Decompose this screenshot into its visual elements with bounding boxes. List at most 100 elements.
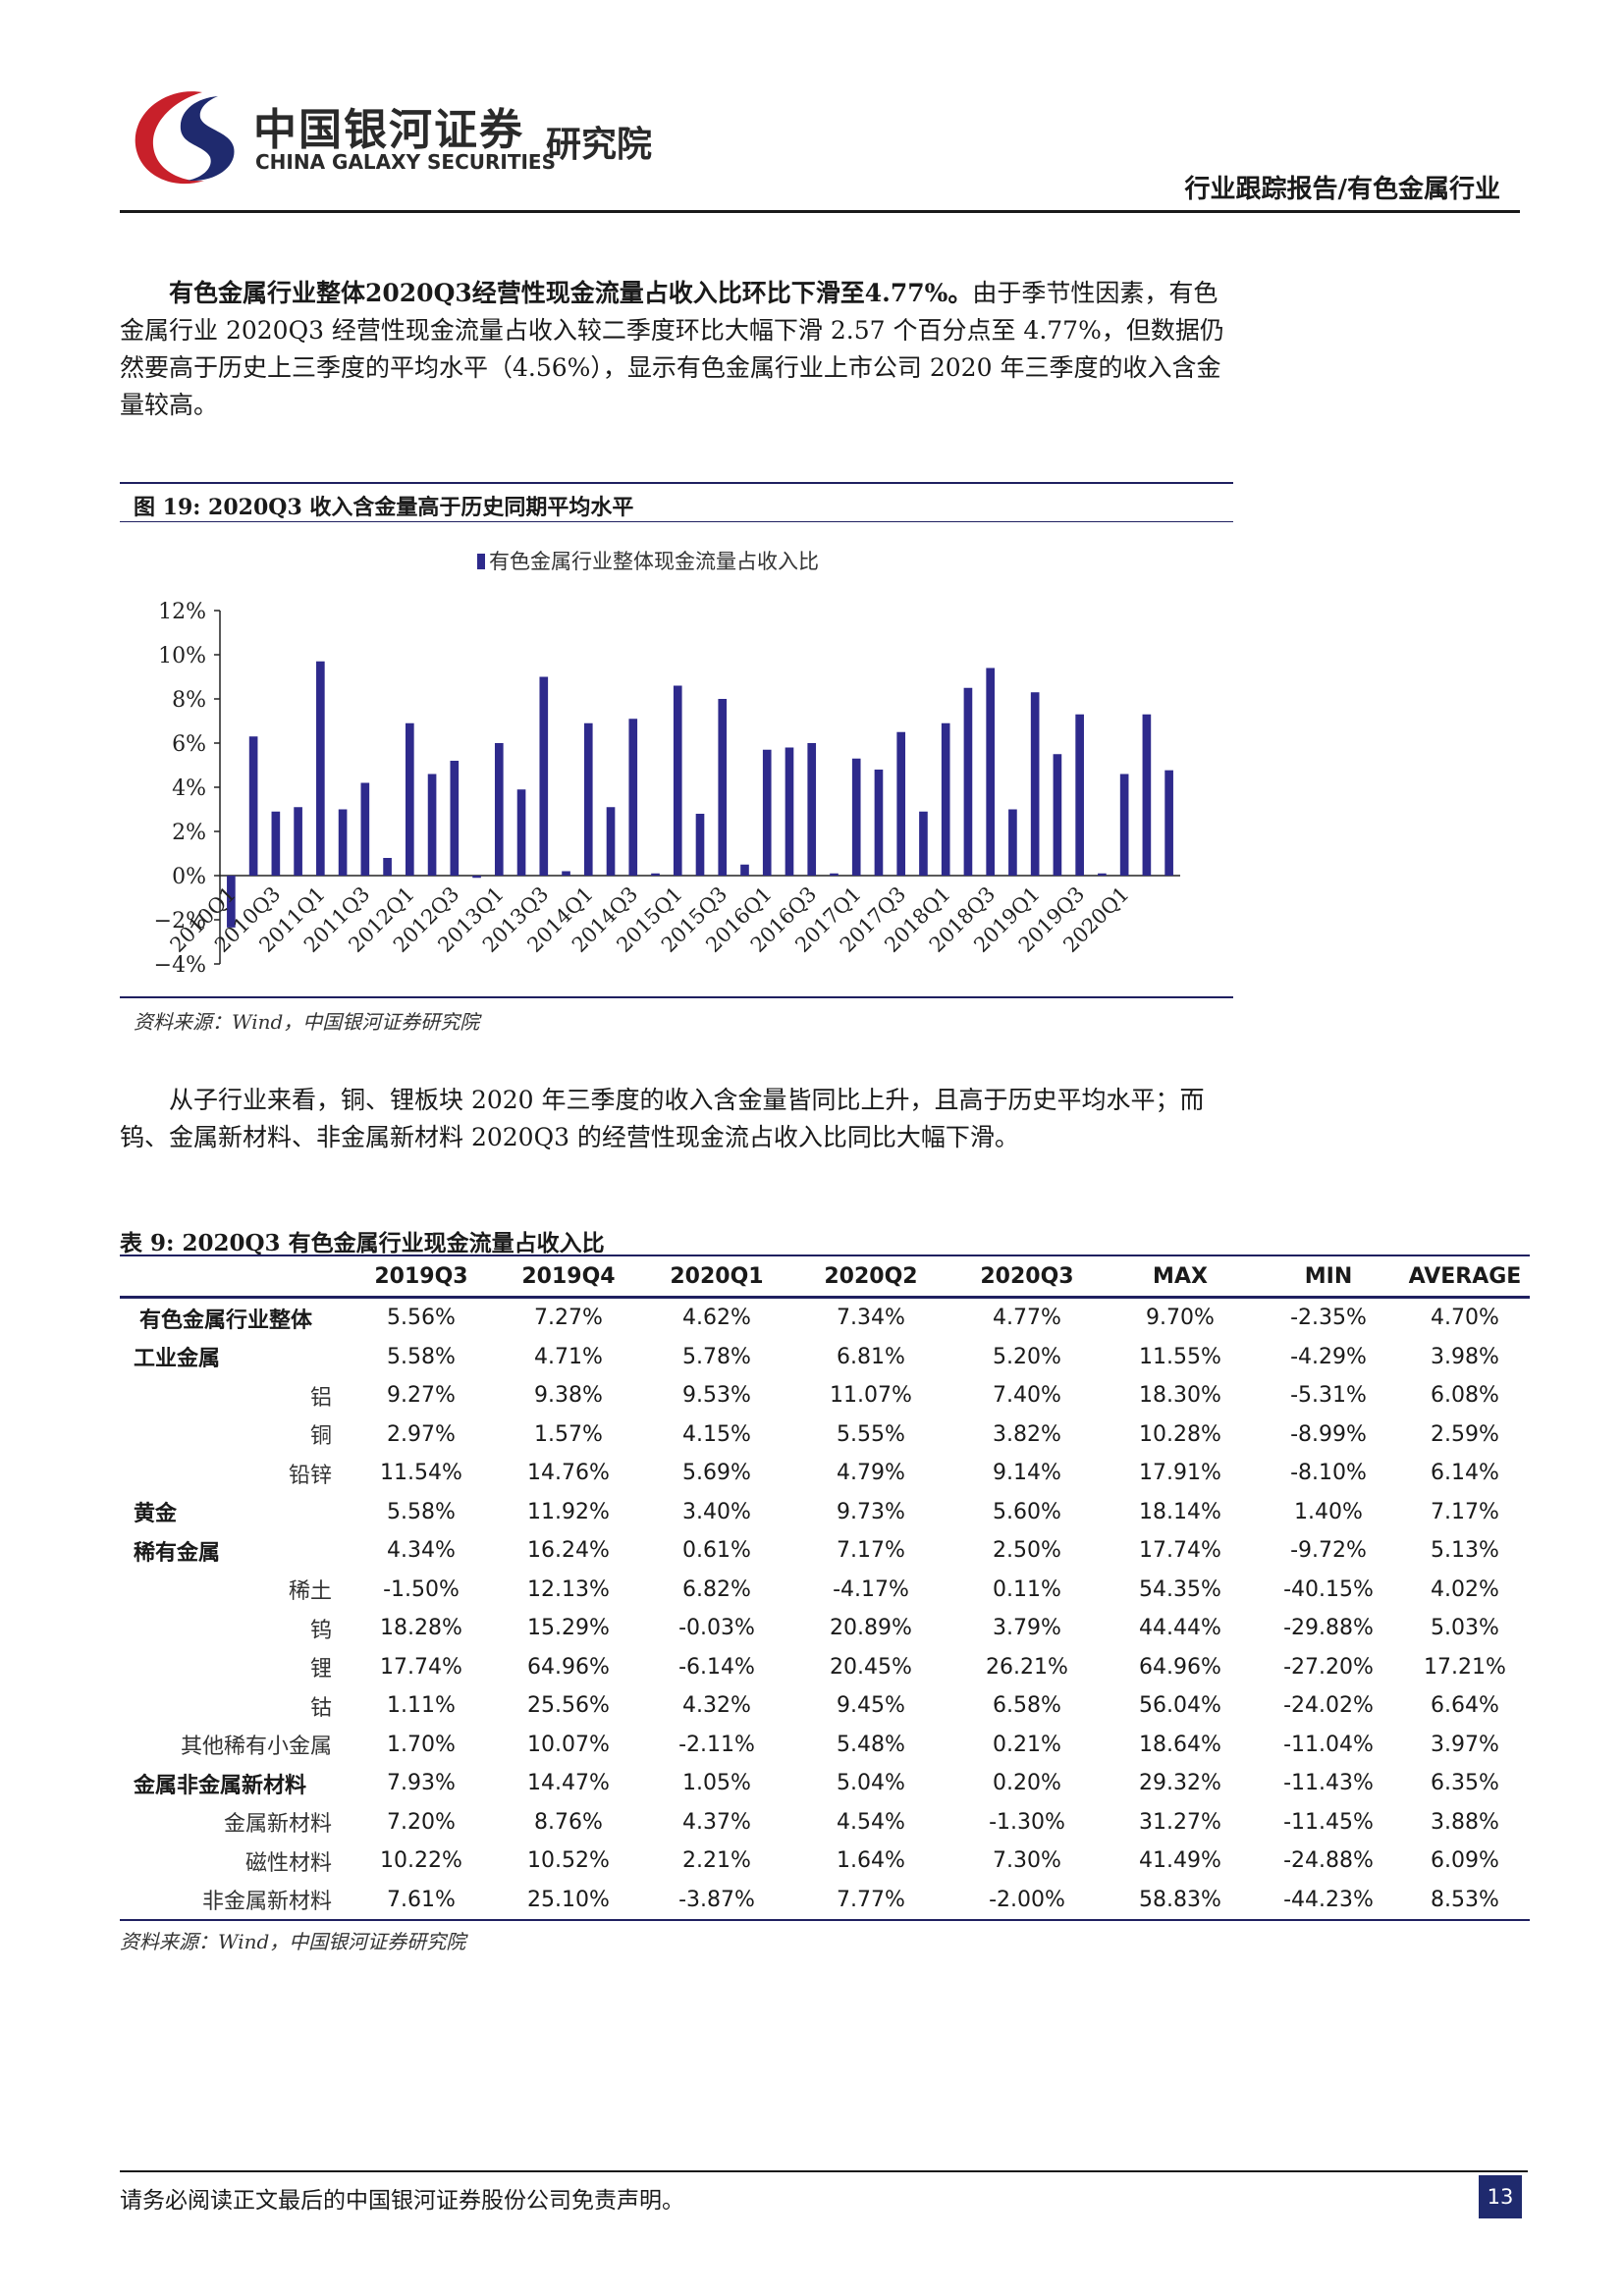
table-cell: 9.27%	[387, 1383, 456, 1409]
y-tick-label: −4%	[154, 953, 206, 978]
legend-label: 有色金属行业整体现金流量占收入比	[489, 550, 819, 573]
chart-bar	[427, 774, 437, 876]
chart-bar	[830, 873, 839, 876]
table-cell: 1.40%	[1294, 1499, 1363, 1524]
table-cell: 6.14%	[1431, 1461, 1499, 1486]
chart-bar	[941, 722, 950, 876]
table-row: 稀土 -1.50% 12.13% 6.82% -4.17% 0.11% 54.35% -40.…	[120, 1571, 1530, 1610]
chart-bar	[539, 676, 549, 876]
table-cell: 11.07%	[830, 1383, 912, 1409]
table-cell: 0.11%	[993, 1576, 1061, 1602]
chart-bar	[360, 782, 370, 876]
table-cell: 18.30%	[1139, 1383, 1221, 1409]
table-cell: 6.09%	[1431, 1848, 1499, 1874]
footer-divider	[120, 2170, 1528, 2172]
chart-bar	[1075, 714, 1084, 876]
table-cell: 2.21%	[682, 1848, 751, 1874]
table-cell: -5.31%	[1290, 1383, 1367, 1409]
table-cell: 1.64%	[837, 1848, 905, 1874]
table-cell: -2.11%	[678, 1732, 755, 1757]
page-number: 13	[1479, 2175, 1522, 2218]
table-cell: 3.98%	[1431, 1344, 1499, 1369]
table-row: 铅锌 11.54% 14.76% 5.69% 4.79% 9.14% 17.91% -8.10…	[120, 1454, 1530, 1493]
table-cell: -8.10%	[1290, 1461, 1367, 1486]
table-cell: 7.93%	[387, 1771, 456, 1796]
table-cell: 56.04%	[1139, 1693, 1221, 1719]
table-cell: 14.47%	[527, 1771, 610, 1796]
table-cell: 5.48%	[837, 1732, 905, 1757]
table-cell: -0.03%	[678, 1616, 755, 1641]
chart-bar	[494, 743, 504, 876]
chart-bar	[695, 814, 705, 876]
table-cell: -11.04%	[1283, 1732, 1374, 1757]
table-cell: 7.61%	[348, 1880, 495, 1921]
table-cell: -4.17%	[833, 1576, 909, 1602]
row-label: 铅锌	[288, 1463, 332, 1488]
column-header-name	[120, 1256, 348, 1299]
column-header: 2020Q1	[642, 1256, 791, 1299]
table-cell: -3.87%	[642, 1880, 791, 1921]
row-label: 工业金属	[134, 1346, 221, 1372]
table-cell: 4.34%	[387, 1538, 456, 1564]
table-cell: 4.02%	[1431, 1576, 1499, 1602]
chart-bar	[271, 811, 281, 876]
chart-bar	[651, 873, 660, 876]
figure-title: 图 19: 2020Q3 收入含金量高于历史同期平均水平	[134, 495, 634, 520]
subsector-paragraph: 从子行业来看，铜、锂板块 2020 年三季度的收入含金量皆同比上升，且高于历史平…	[120, 1086, 1205, 1151]
table-row: 稀有金属 4.34% 16.24% 0.61% 7.17% 2.50% 17.74% -9.7…	[120, 1531, 1530, 1571]
chart-bar	[1142, 714, 1152, 876]
table-cell: 8.76%	[534, 1809, 603, 1835]
chart-bar	[294, 807, 302, 876]
table-cell: 3.40%	[682, 1499, 751, 1524]
table-cell: 5.58%	[387, 1499, 456, 1524]
chart-bar	[1119, 774, 1129, 876]
chart-bar	[874, 770, 884, 876]
table-cell: 5.56%	[387, 1306, 456, 1331]
row-label: 钴	[309, 1695, 332, 1721]
chart-bar	[227, 876, 236, 928]
chart-bar	[785, 747, 794, 876]
table-cell: 7.30%	[993, 1848, 1061, 1874]
column-header: 2019Q4	[495, 1256, 642, 1299]
chart-bar	[450, 761, 460, 876]
table-cell: 5.60%	[993, 1499, 1061, 1524]
table-body: 有色金属行业整体 5.56% 7.27% 4.62% 7.34% 4.77% 9.70% -2…	[120, 1298, 1530, 1921]
chart-bar	[248, 736, 258, 876]
table-cell: 10.52%	[527, 1848, 610, 1874]
table-cell: 11.54%	[380, 1461, 462, 1486]
table-cell: 7.27%	[534, 1306, 603, 1331]
table-cell: 10.07%	[527, 1732, 610, 1757]
table-cell: 10.22%	[380, 1848, 462, 1874]
figure-top-rule	[120, 482, 1233, 484]
table-cell: 12.13%	[527, 1576, 610, 1602]
y-tick-label: 10%	[158, 644, 206, 668]
table-cell: 0.61%	[682, 1538, 751, 1564]
chart-bar	[919, 811, 928, 876]
y-tick-label: 8%	[172, 688, 206, 713]
table-cell: 7.17%	[1431, 1499, 1499, 1524]
table-cell: 8.53%	[1400, 1880, 1530, 1921]
chart-bar	[718, 699, 728, 876]
table-cell: 4.32%	[682, 1693, 751, 1719]
table-cell: 5.20%	[993, 1344, 1061, 1369]
table-row: 工业金属 5.58% 4.71% 5.78% 6.81% 5.20% 11.55% -4.29…	[120, 1338, 1530, 1377]
row-label: 有色金属行业整体	[139, 1307, 313, 1333]
table-cell: 2.50%	[993, 1538, 1061, 1564]
logo-institute-name: 研究院	[546, 125, 653, 165]
table-cell: 7.34%	[837, 1306, 905, 1331]
row-label: 铜	[309, 1424, 332, 1450]
table-cell: 54.35%	[1139, 1576, 1221, 1602]
table-cell: 20.45%	[830, 1654, 912, 1680]
chart-bar	[628, 719, 638, 876]
table-cell: 17.74%	[380, 1654, 462, 1680]
table-cell: -24.02%	[1283, 1693, 1374, 1719]
chart-bar	[1030, 692, 1040, 876]
table-cell: 4.71%	[534, 1344, 603, 1369]
table-cell: 4.54%	[837, 1809, 905, 1835]
y-tick-label: 0%	[172, 865, 206, 889]
table-cell: -40.15%	[1283, 1576, 1374, 1602]
table-cell: 3.97%	[1431, 1732, 1499, 1757]
table-row: 钴 1.11% 25.56% 4.32% 9.45% 6.58% 56.04% -24.02%…	[120, 1686, 1530, 1726]
column-header: MAX	[1104, 1256, 1257, 1299]
chart-bar	[673, 685, 682, 876]
